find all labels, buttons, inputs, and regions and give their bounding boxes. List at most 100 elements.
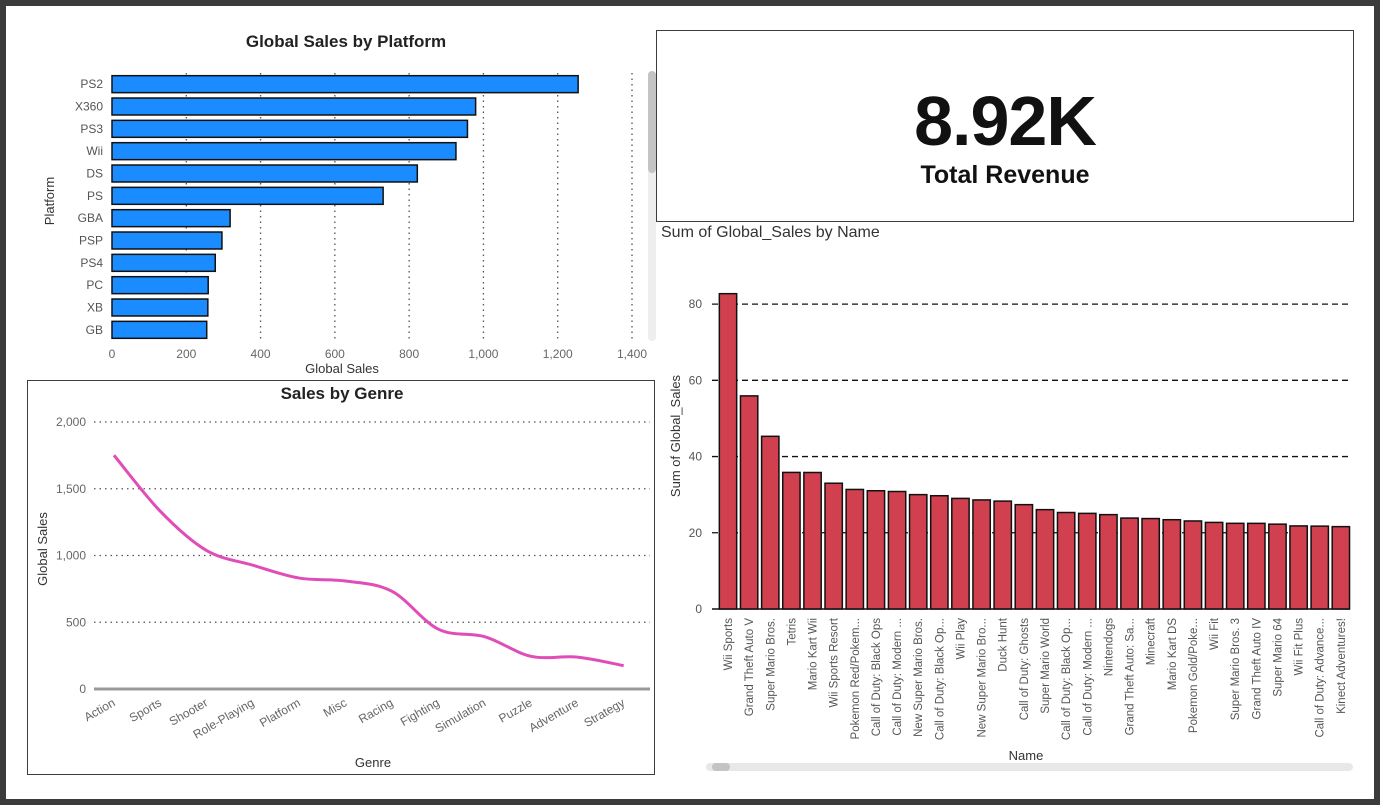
name-bar [951, 497, 970, 610]
platform-category-label: PSP [79, 234, 103, 248]
dashboard-canvas: Global Sales by Platform PS2 X360 PS3 Wii DS… [6, 6, 1374, 799]
name-category-label: Pokemon Red/Pokem... [850, 618, 862, 739]
platform-category-label: PS2 [80, 77, 103, 91]
platform-x-axis-label: Global Sales [305, 361, 379, 376]
platform-category-label: XB [87, 301, 103, 315]
name-bar [1056, 511, 1076, 610]
platform-category-label: DS [86, 167, 103, 181]
name-bar [1331, 525, 1351, 610]
name-category-label: Call of Duty: Black Op... [934, 618, 946, 740]
name-bar [993, 500, 1013, 610]
name-bar [866, 489, 886, 610]
genre-category-label: Sports [127, 695, 164, 724]
name-bar [845, 488, 865, 610]
platform-category-label: PC [86, 278, 103, 292]
name-y-tick-label: 60 [689, 373, 703, 387]
platform-bar [111, 119, 469, 139]
name-bar [1225, 522, 1245, 610]
platform-x-tick-label: 800 [399, 347, 419, 361]
name-category-label: Call of Duty: Black Op... [1061, 618, 1073, 740]
name-category-label: Wii Sports [723, 618, 735, 671]
name-category-label: Super Mario Bros. [765, 618, 777, 711]
name-bar [739, 395, 759, 610]
genre-category-label: Adventure [526, 695, 581, 735]
genre-sales-line [112, 454, 624, 668]
platform-chart: Global Sales by Platform PS2 X360 PS3 Wii DS… [36, 26, 656, 376]
name-category-label: Grand Theft Auto IV [1251, 618, 1263, 720]
name-category-label: New Super Mario Bros. [913, 618, 925, 737]
genre-category-label: Racing [356, 695, 395, 726]
name-bar [824, 482, 844, 610]
name-bar [760, 435, 780, 610]
platform-bar [111, 253, 217, 273]
name-bar [929, 494, 949, 610]
name-bar [718, 292, 738, 610]
name-chart-title: Sum of Global_Sales by Name [661, 224, 880, 241]
name-category-label: Wii Play [955, 618, 967, 660]
name-bar [887, 490, 907, 610]
name-y-tick-label: 20 [689, 526, 703, 540]
name-category-label: Super Mario World [1040, 618, 1052, 714]
platform-bar [111, 208, 231, 228]
platform-bar [111, 298, 209, 317]
name-category-label: Super Mario 64 [1272, 617, 1284, 696]
name-bar [1310, 525, 1330, 610]
kpi-card: 8.92K Total Revenue [656, 30, 1354, 222]
name-y-tick-label: 0 [695, 602, 702, 616]
genre-chart-title: Sales by Genre [281, 384, 404, 403]
name-category-label: Minecraft [1146, 617, 1158, 665]
name-bar [908, 493, 928, 610]
name-category-label: Nintendogs [1103, 618, 1115, 676]
name-chart-svg: 0 20 40 60 80 Wii Sports Grand Theft Auto V Su… [668, 292, 1351, 763]
genre-category-label: Action [82, 695, 118, 724]
name-category-label: Call of Duty: Modern ... [892, 618, 904, 736]
genre-y-tick-label: 0 [79, 682, 86, 696]
genre-category-label: Misc [321, 695, 349, 719]
name-bar [1098, 513, 1118, 610]
genre-y-tick-label: 500 [66, 615, 86, 629]
platform-x-tick-label: 1,200 [543, 347, 573, 361]
platform-bar [111, 141, 457, 161]
name-bar [1162, 518, 1182, 610]
platform-bar [111, 320, 208, 340]
name-category-label: Wii Fit [1209, 617, 1221, 650]
genre-y-tick-label: 2,000 [56, 415, 86, 429]
name-horizontal-scrollbar[interactable] [706, 763, 1353, 771]
name-category-label: Call of Duty: Modern ... [1082, 618, 1094, 736]
platform-chart-title: Global Sales by Platform [246, 32, 446, 51]
platform-bar [111, 186, 384, 206]
platform-category-label: GBA [78, 211, 103, 225]
name-category-label: New Super Mario Bro... [977, 618, 989, 738]
platform-scrollbar-thumb[interactable] [648, 71, 656, 173]
platform-bar [111, 97, 477, 116]
genre-y-tick-label: 1,500 [56, 482, 86, 496]
name-category-label: Call of Duty: Black Ops [871, 618, 883, 736]
genre-chart: Sales by Genre 0 500 1,000 1,500 2,000 Actio… [27, 380, 655, 775]
platform-x-tick-label: 200 [176, 347, 196, 361]
genre-chart-svg: Sales by Genre 0 500 1,000 1,500 2,000 Actio… [35, 384, 650, 770]
name-chart: 0 20 40 60 80 Wii Sports Grand Theft Auto V Su… [656, 246, 1356, 776]
name-category-label: Call of Duty: Ghosts [1019, 618, 1031, 721]
name-category-label: Wii Fit Plus [1294, 618, 1306, 676]
name-bar [781, 471, 801, 610]
name-bar [1183, 520, 1203, 610]
platform-bar [111, 231, 223, 250]
name-bar [1141, 517, 1161, 610]
platform-category-label: Wii [86, 144, 103, 158]
name-scrollbar-thumb[interactable] [712, 763, 730, 771]
name-category-label: Grand Theft Auto: Sa... [1125, 618, 1137, 735]
name-category-label: Duck Hunt [998, 617, 1010, 671]
platform-vertical-scrollbar[interactable] [648, 71, 656, 341]
platform-y-axis-label: Platform [42, 177, 57, 225]
total-revenue-label: Total Revenue [920, 161, 1090, 189]
platform-bar [111, 74, 579, 94]
name-category-label: Kinect Adventures! [1336, 618, 1348, 714]
genre-x-axis-label: Genre [355, 755, 391, 770]
platform-bar [111, 275, 209, 295]
name-bar [1035, 508, 1055, 610]
platform-x-tick-label: 1,400 [617, 347, 647, 361]
name-category-label: Mario Kart DS [1167, 618, 1179, 691]
name-bar [1014, 503, 1034, 610]
platform-x-tick-label: 0 [109, 347, 116, 361]
platform-category-label: PS4 [80, 256, 103, 270]
